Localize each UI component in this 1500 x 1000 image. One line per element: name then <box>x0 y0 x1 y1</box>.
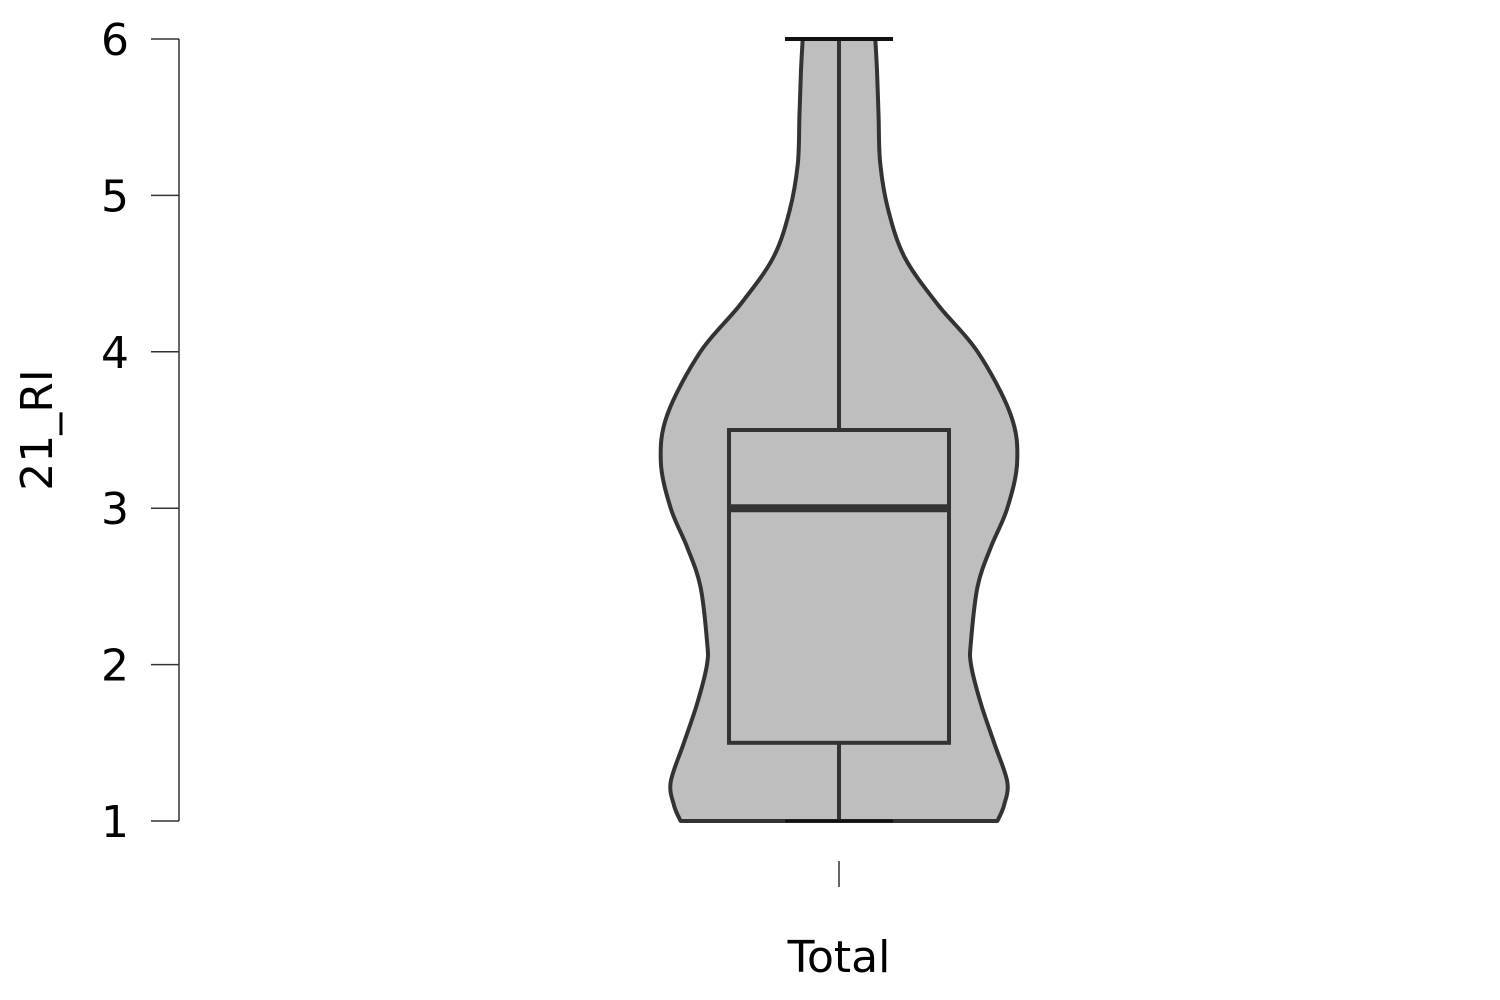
plot-area <box>658 37 1020 823</box>
iqr-box <box>727 428 951 745</box>
y-tick-label: 2 <box>101 641 129 692</box>
y-tick-label: 4 <box>101 328 129 379</box>
y-tick-label: 3 <box>101 484 129 535</box>
y-axis: 1 2 3 4 5 6 <box>101 15 180 848</box>
y-tick-label: 1 <box>101 797 129 848</box>
y-tick-label: 6 <box>101 15 129 66</box>
y-axis-title: 21_RI <box>12 369 63 491</box>
x-axis: Total <box>787 861 891 983</box>
y-tick-label: 5 <box>101 171 129 222</box>
x-tick-label: Total <box>787 932 891 983</box>
